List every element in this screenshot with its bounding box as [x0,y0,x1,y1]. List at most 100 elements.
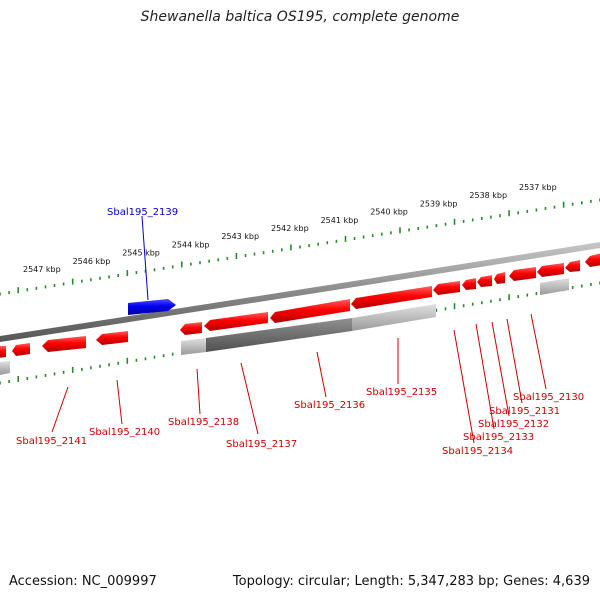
gene-arrow[interactable] [0,346,6,358]
ruler-tick [217,258,219,262]
ruler-tick [444,222,447,226]
ruler-tick [417,227,419,230]
ruler-tick [390,231,392,235]
gene-label-Sbal195_2138[interactable]: Sbal195_2138 [168,417,239,428]
gene-arrow-2134[interactable] [433,281,460,295]
ruler-tick [135,271,138,275]
gene-label-Sbal195_2135[interactable]: Sbal195_2135 [366,387,437,398]
leader-line-2130 [530,313,547,390]
gene-arrow-2132[interactable] [477,275,492,287]
ruler-tick [26,377,29,380]
ruler-tick [26,288,29,292]
ruler-tick [117,361,119,365]
ruler-tick [108,363,110,367]
gene-label-Sbal195_2130[interactable]: Sbal195_2130 [513,392,584,403]
leader-line-2133 [475,323,495,430]
ruler-tick [171,265,174,269]
gene-arrow[interactable] [12,343,30,356]
ruler-tick [8,380,10,383]
ruler-tick [517,295,519,299]
ruler-tick [308,244,310,248]
gray-region-left [0,361,10,375]
ruler-tick [517,211,519,215]
ruler-tick [499,214,501,218]
gene-arrow-2138[interactable] [180,322,202,335]
gene-arrow-2141[interactable] [42,336,86,352]
gene-label-Sbal195_2137[interactable]: Sbal195_2137 [226,439,297,450]
ruler-tick [371,234,374,238]
ruler-tick [535,208,538,212]
ruler-tick [153,355,156,359]
ruler-tick [90,366,92,370]
gene-arrow-2140[interactable] [96,331,128,345]
ruler-tick [162,354,165,358]
leader-line-2131 [506,318,523,404]
genome-backbone [0,242,600,342]
ruler-label: 2537 kbp [519,183,557,192]
ruler-tick [508,294,510,301]
gene-label-Sbal195_2134[interactable]: Sbal195_2134 [442,446,513,457]
gene-arrow[interactable] [565,260,580,272]
ruler-tick [453,303,456,310]
gene-arrow-2131[interactable] [494,272,505,284]
ruler-label: 2543 kbp [221,232,259,241]
leader-line-2132 [491,321,510,417]
gene-arrow-2135[interactable] [351,286,432,309]
ruler-tick [126,357,129,364]
ruler-tick [481,217,483,220]
ruler-tick [171,352,174,356]
ruler-upper [0,198,600,296]
gene-arrow-2130[interactable] [509,267,536,281]
gray-region-2137 [181,338,206,355]
ruler-tick [581,284,583,288]
gene-label-Sbal195_2132[interactable]: Sbal195_2132 [478,419,549,430]
gene-arrow[interactable] [585,253,600,267]
ruler-tick [135,358,138,362]
ruler-tick [490,215,492,219]
ruler-tick [435,308,438,312]
genome-title: Shewanella baltica OS195, complete genom… [140,9,460,25]
ruler-tick [408,228,410,232]
gene-label-Sbal195_2133[interactable]: Sbal195_2133 [463,432,534,443]
ruler-tick [0,292,1,296]
ruler-tick [444,307,447,311]
gene-label-Sbal195_2136[interactable]: Sbal195_2136 [294,400,365,411]
gene-label-Sbal195_2131[interactable]: Sbal195_2131 [489,406,560,417]
ruler-tick [353,237,356,240]
ruler-tick [335,239,338,243]
leader-line-2136 [316,351,327,398]
ruler-tick [344,235,347,242]
ruler-tick [535,292,538,296]
ruler-tick [262,251,265,255]
ruler-tick [99,276,101,280]
gene-label-Sbal195_2139[interactable]: Sbal195_2139 [107,207,178,218]
ruler-tick [317,242,319,246]
ruler-tick [153,268,156,272]
ruler-tick [44,285,47,289]
ruler-tick [435,224,438,228]
ruler-tick [35,375,38,379]
gene-Sbal195_2139[interactable] [128,299,176,315]
ruler-tick [453,218,456,225]
ruler-tick [281,248,283,252]
gene-label-group: Sbal195_2139 Sbal195_2141 Sbal195_2140 S… [16,207,584,457]
ruler-tick [108,275,110,279]
ruler-tick [290,244,292,251]
accession-label: Accession: NC_009997 [9,574,157,589]
ruler-tick [190,262,192,266]
gene-arrow-2133[interactable] [462,278,476,290]
ruler-tick [99,364,101,368]
ruler-label: 2544 kbp [172,240,210,249]
gene-label-Sbal195_2141[interactable]: Sbal195_2141 [16,436,87,447]
gene-arrow-2136[interactable] [270,299,350,323]
gene-arrow[interactable] [537,263,564,277]
gray-region-right [540,278,569,295]
ruler-label: 2542 kbp [271,224,309,233]
ruler-tick [508,210,510,217]
gene-label-Sbal195_2140[interactable]: Sbal195_2140 [89,427,160,438]
ruler-tick [117,274,119,277]
leader-line-2139 [141,215,149,301]
ruler-tick [144,357,147,361]
ruler-label-group: 2547 kbp 2546 kbp 2545 kbp 2544 kbp 2543 kbp… [23,183,557,274]
gene-arrow-2137[interactable] [204,312,268,331]
